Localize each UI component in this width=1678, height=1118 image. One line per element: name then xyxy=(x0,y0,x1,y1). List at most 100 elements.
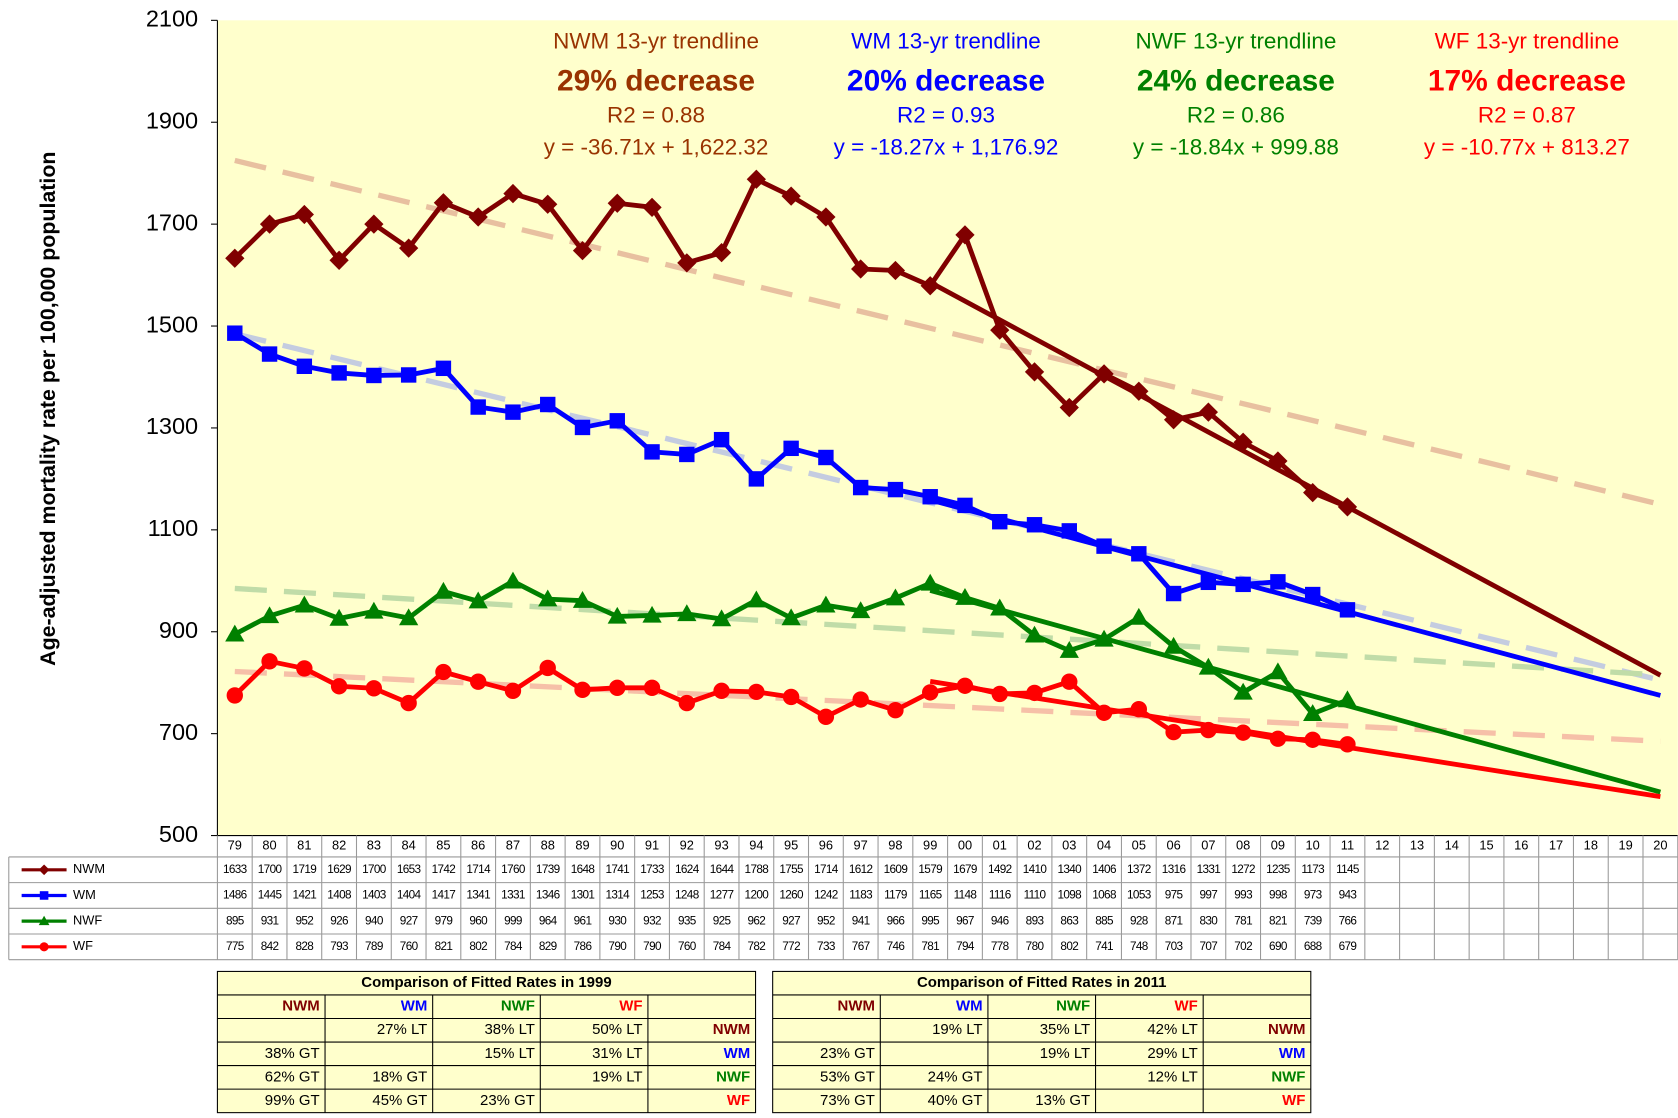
marker xyxy=(642,605,662,623)
x-tick-label: 93 xyxy=(714,838,728,853)
table-value: 1253 xyxy=(640,889,665,902)
table-row-label: WF xyxy=(1282,1092,1305,1109)
table-cell: 29% LT xyxy=(1147,1045,1197,1062)
marker xyxy=(294,204,314,225)
marker xyxy=(920,573,940,591)
table-value: 1742 xyxy=(432,863,456,876)
x-tick-label: 80 xyxy=(262,838,276,853)
marker xyxy=(364,214,384,234)
table-value: 828 xyxy=(295,940,314,953)
marker xyxy=(955,225,975,245)
marker xyxy=(1268,662,1288,680)
marker xyxy=(1061,673,1078,690)
table-value: 893 xyxy=(1026,914,1045,927)
marker xyxy=(226,687,243,704)
marker xyxy=(400,694,417,712)
x-tick-label: 81 xyxy=(297,838,311,853)
marker xyxy=(1337,497,1358,517)
marker xyxy=(713,431,730,448)
table-title: Comparison of Fitted Rates in 2011 xyxy=(917,974,1167,991)
table-value: 821 xyxy=(1269,914,1287,927)
annotation-change: 29% decrease xyxy=(557,64,755,97)
marker xyxy=(851,601,871,619)
x-tick-label: 89 xyxy=(575,838,589,853)
x-tick-label: 17 xyxy=(1549,838,1563,853)
table-value: 925 xyxy=(713,914,732,927)
marker xyxy=(1094,629,1114,647)
table-value: 885 xyxy=(1095,914,1114,927)
marker xyxy=(1130,701,1148,718)
marker xyxy=(329,250,349,270)
table-cell: 19% LT xyxy=(932,1021,982,1038)
table-value: 1406 xyxy=(1092,863,1117,876)
table-value: 952 xyxy=(817,914,835,927)
table-cell: 73% GT xyxy=(820,1092,875,1109)
table-value: 1579 xyxy=(918,863,942,876)
x-tick-label: 19 xyxy=(1618,838,1632,853)
table-value: 1739 xyxy=(536,863,560,876)
table-value: 979 xyxy=(435,914,453,927)
table-value: 1179 xyxy=(884,889,907,902)
table-row-label: WM xyxy=(724,1045,751,1062)
x-tick-label: 90 xyxy=(610,838,624,853)
table-value: 760 xyxy=(400,940,419,953)
table-value: 895 xyxy=(226,914,245,927)
marker xyxy=(1200,574,1217,591)
legend-label: WM xyxy=(73,887,96,902)
table-value: 760 xyxy=(678,940,697,953)
marker xyxy=(1303,704,1323,722)
table-value: 1760 xyxy=(501,863,526,876)
y-tick-label: 700 xyxy=(159,719,198,745)
table-value: 993 xyxy=(1234,889,1253,902)
table-value: 786 xyxy=(574,940,593,953)
x-tick-label: 92 xyxy=(680,838,694,853)
x-tick-label: 87 xyxy=(506,838,520,853)
table-value: 1653 xyxy=(397,863,422,876)
table-cell: 99% GT xyxy=(265,1092,320,1109)
marker xyxy=(225,624,245,642)
marker xyxy=(781,608,801,626)
marker xyxy=(922,684,939,701)
marker xyxy=(818,449,834,466)
table-value: 999 xyxy=(504,914,522,927)
table-value: 830 xyxy=(1200,914,1219,927)
table-value: 1714 xyxy=(466,863,491,876)
marker xyxy=(609,679,626,696)
marker xyxy=(1163,636,1184,654)
table-value: 829 xyxy=(539,940,557,953)
marker xyxy=(296,660,313,677)
marker xyxy=(816,207,836,227)
table-value: 1316 xyxy=(1162,863,1187,876)
table-cell: 24% GT xyxy=(928,1068,983,1085)
table-value: 781 xyxy=(921,940,939,953)
table-value: 1314 xyxy=(605,889,630,902)
marker xyxy=(887,702,904,719)
marker xyxy=(677,604,697,622)
marker xyxy=(1096,538,1112,554)
marker xyxy=(1165,723,1182,741)
table-cell: 13% GT xyxy=(1035,1092,1090,1109)
table-header: NWM xyxy=(838,998,875,1015)
table-value: 995 xyxy=(921,914,940,927)
marker xyxy=(885,260,906,281)
annotation-r2: R2 = 0.93 xyxy=(897,103,995,128)
table-value: 1403 xyxy=(362,889,387,902)
fitted-trendline xyxy=(929,280,1662,678)
marker xyxy=(38,864,50,876)
marker xyxy=(433,581,454,599)
marker xyxy=(852,691,869,708)
table-value: 1410 xyxy=(1023,863,1048,876)
marker xyxy=(504,682,522,700)
x-tick-label: 00 xyxy=(958,838,972,853)
x-tick-label: 95 xyxy=(784,838,798,853)
marker xyxy=(505,404,521,420)
x-tick-label: 03 xyxy=(1062,838,1076,853)
table-value: 1235 xyxy=(1266,863,1291,876)
annotation-equation: y = -18.84x + 999.88 xyxy=(1133,135,1339,160)
table-value: 1679 xyxy=(953,863,977,876)
table-row-label: NWM xyxy=(713,1021,750,1038)
marker xyxy=(781,186,801,206)
table-value: 1629 xyxy=(327,863,351,876)
table-value: 928 xyxy=(1130,914,1149,927)
